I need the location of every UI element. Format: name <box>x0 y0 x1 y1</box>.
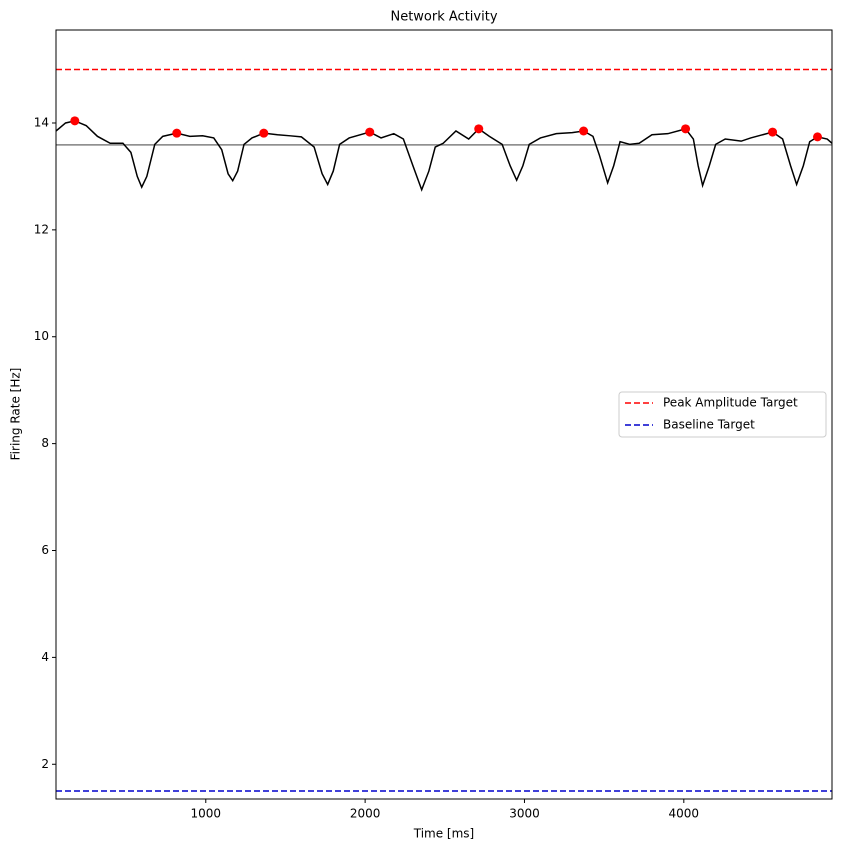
peak-marker <box>681 124 691 134</box>
peak-marker <box>812 132 822 142</box>
x-tick-label: 1000 <box>191 807 222 821</box>
y-tick-label: 6 <box>41 543 49 557</box>
y-axis-label: Firing Rate [Hz] <box>9 368 23 461</box>
peak-marker <box>259 128 269 138</box>
chart-title: Network Activity <box>390 10 497 25</box>
legend-label: Peak Amplitude Target <box>663 396 798 410</box>
peak-marker <box>579 126 589 136</box>
y-tick-label: 4 <box>41 650 49 664</box>
peak-marker <box>365 127 375 137</box>
y-tick-label: 8 <box>41 436 49 450</box>
peak-marker <box>768 127 778 137</box>
x-tick-label: 2000 <box>350 807 381 821</box>
y-tick-label: 2 <box>41 757 49 771</box>
peak-marker <box>172 128 182 138</box>
peak-marker <box>474 124 484 134</box>
x-tick-label: 4000 <box>669 807 700 821</box>
peak-marker <box>70 116 80 126</box>
plot-frame <box>55 29 833 800</box>
y-tick-label: 12 <box>34 222 49 236</box>
x-axis-label: Time [ms] <box>413 827 475 841</box>
legend-box <box>618 391 827 438</box>
y-tick-label: 10 <box>34 329 49 343</box>
y-tick-label: 14 <box>34 115 49 129</box>
x-tick-label: 3000 <box>509 807 540 821</box>
legend-label: Baseline Target <box>663 418 755 432</box>
line <box>56 120 832 192</box>
